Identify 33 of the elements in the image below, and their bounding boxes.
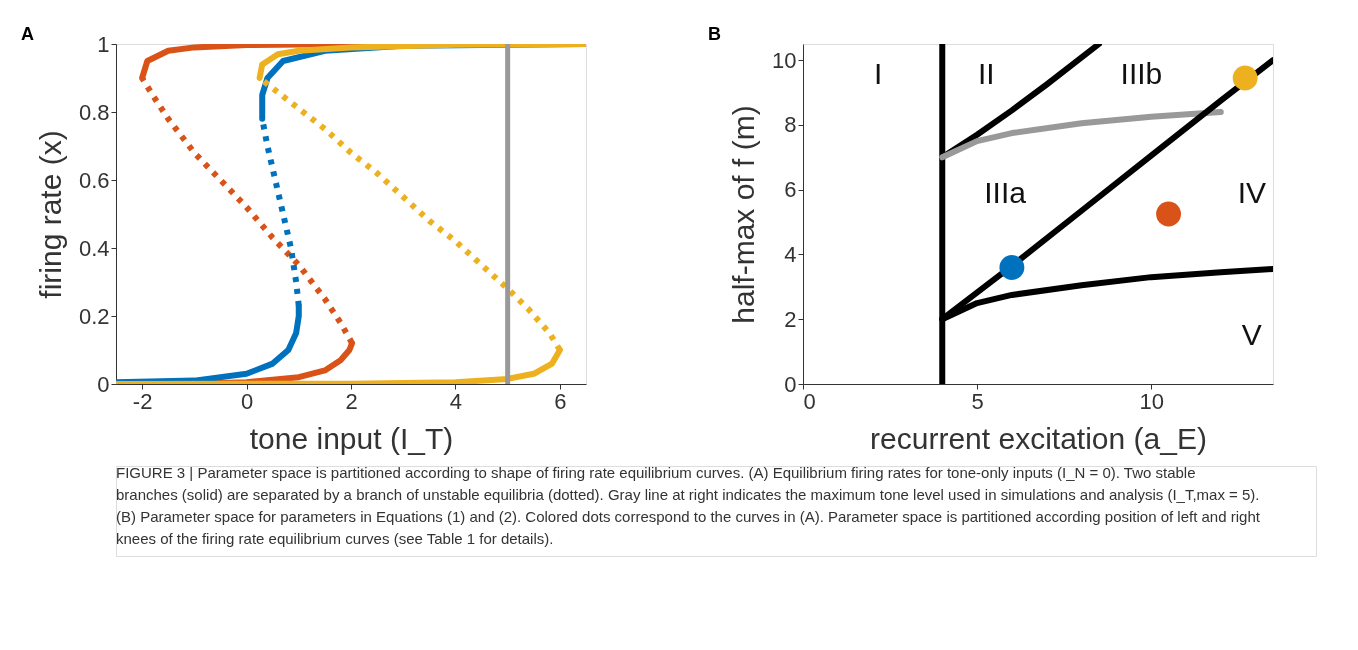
y-tick-label: 0: [784, 371, 797, 397]
y-tick-label: 0.2: [78, 303, 110, 329]
x-axis-title: recurrent excitation (a_E): [870, 421, 1207, 455]
x-tick-label: 4: [449, 388, 463, 414]
x-tick-label: 6: [554, 388, 567, 414]
x-tick-label: -2: [132, 388, 153, 414]
y-tick-label: 4: [784, 241, 797, 267]
y-tick-label: 0.4: [78, 235, 110, 261]
caption: FIGURE 3 | Parameter space is partitioned according to shape of firing rate equilibrium curves. (A) Equilibrium firing rates for tone-only inputs (I_N = 0). Two stable branches (solid) are separated by a branch of unstable equilibria (dotted). Gray line at right indicates the maximum tone level used in simulations and analysis (I_T,max = 5). (B) Parameter space for parameters in Equations (1) and (2). Colored dots correspond to the curves in (A). Parameter space is partitioned according position of left and right knees of the firing rate equilibrium curves (see Table 1 for details).: [116, 464, 1261, 547]
y-tick-label: 6: [784, 177, 797, 203]
y-tick-label: 0: [97, 371, 110, 397]
annotation: I: [874, 56, 883, 90]
y-tick-label: 0.6: [78, 167, 110, 193]
y-axis-title: firing rate (x): [33, 130, 67, 299]
x-tick-label: 2: [345, 388, 358, 414]
x-tick-label: 10: [1139, 388, 1164, 414]
text: B: [708, 24, 721, 44]
x-axis-title: tone input (I_T): [249, 421, 454, 455]
annotation: IIIa: [984, 175, 1027, 209]
x-tick-label: 0: [240, 388, 254, 414]
annotation: IV: [1237, 175, 1267, 209]
text: A: [21, 24, 34, 44]
annotation: IIIb: [1120, 56, 1163, 90]
annotation: V: [1241, 318, 1262, 352]
y-tick-label: 8: [784, 112, 797, 138]
annotation: II: [977, 56, 995, 90]
y-tick-label: 1: [97, 31, 110, 57]
y-tick-label: 2: [784, 306, 797, 332]
y-tick-label: 10: [772, 47, 797, 73]
x-tick-label: 5: [971, 388, 984, 414]
x-tick-label: 0: [803, 388, 816, 414]
y-axis-title: half-max of f (m): [727, 105, 761, 324]
y-tick-label: 0.8: [78, 99, 110, 125]
